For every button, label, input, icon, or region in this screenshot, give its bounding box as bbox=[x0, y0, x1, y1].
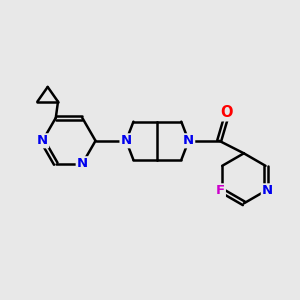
Text: N: N bbox=[121, 134, 132, 147]
Text: N: N bbox=[262, 184, 273, 197]
Text: O: O bbox=[220, 105, 233, 120]
Text: N: N bbox=[37, 134, 48, 147]
Text: F: F bbox=[216, 184, 225, 197]
Text: N: N bbox=[183, 134, 194, 147]
Text: N: N bbox=[77, 157, 88, 170]
